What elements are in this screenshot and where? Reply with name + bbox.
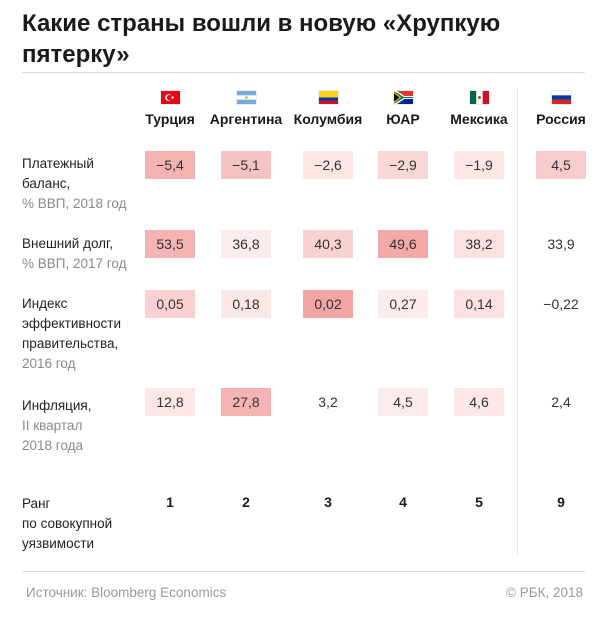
country-name: Турция	[145, 111, 195, 127]
rank-value: 2	[242, 494, 250, 510]
row-label-line: Инфляция,	[22, 398, 92, 413]
turkey-flag-icon	[160, 91, 180, 104]
colombia-flag-icon	[318, 91, 338, 104]
rank-value: 5	[475, 494, 483, 510]
rank-value: 3	[324, 494, 332, 510]
country-name: ЮАР	[386, 111, 420, 127]
row-label-line: Платежный	[22, 156, 94, 171]
country-name: Мексика	[450, 111, 508, 127]
row-label-line: эффективности	[22, 316, 122, 331]
value-cell: 0,27	[378, 290, 428, 318]
top-divider	[22, 72, 585, 73]
rank-value: 4	[399, 494, 407, 510]
value-cell: −1,9	[454, 151, 504, 179]
rank-label: Ранг по совокупной уязвимости	[22, 494, 112, 554]
rank-value: 9	[557, 494, 565, 510]
value-cell: 0,14	[454, 290, 504, 318]
row-label: Платежный баланс, % ВВП, 2018 год	[22, 154, 126, 214]
row-unit-line: % ВВП, 2018 год	[22, 196, 127, 211]
row-label: Внешний долг, % ВВП, 2017 год	[22, 234, 126, 274]
value-cell: 0,02	[303, 290, 353, 318]
value-cell: 36,8	[221, 230, 271, 258]
value-cell: 2,4	[551, 394, 571, 410]
value-cell: 0,05	[145, 290, 195, 318]
value-cell: 40,3	[303, 230, 353, 258]
row-unit-line: II квартал	[22, 418, 83, 433]
value-cell: 38,2	[454, 230, 504, 258]
value-cell: −0,22	[543, 296, 579, 312]
value-cell: −2,6	[303, 151, 353, 179]
chart-title: Какие страны вошли в новую «Хрупкую пяте…	[22, 10, 501, 68]
row-label-line: Индекс	[22, 296, 68, 311]
copyright: © РБК, 2018	[506, 585, 583, 600]
value-cell: −2,9	[378, 151, 428, 179]
value-cell: −5,4	[145, 151, 195, 179]
country-name: Аргентина	[209, 111, 283, 127]
row-label: Индекс эффективности правительства, 2016 го…	[22, 294, 121, 374]
source-note: Источник: Bloomberg Economics	[26, 585, 227, 600]
rank-value: 1	[166, 494, 174, 510]
mexico-flag-icon	[469, 91, 489, 104]
value-cell: −5,1	[221, 151, 271, 179]
country-name: Россия	[536, 111, 586, 127]
russia-flag-icon	[551, 91, 571, 104]
row-label-line: баланс,	[22, 176, 71, 191]
russia-divider	[517, 88, 518, 554]
rank-label-line: Ранг	[22, 496, 51, 511]
rank-label-line: по совокупной	[22, 516, 113, 531]
value-cell: 53,5	[145, 230, 195, 258]
value-cell: 4,5	[378, 388, 428, 416]
value-cell: 12,8	[145, 388, 195, 416]
argentina-flag-icon	[236, 91, 256, 104]
country-name: Колумбия	[293, 111, 363, 127]
row-label: Инфляция, II квартал 2018 года	[22, 396, 92, 456]
value-cell: 4,6	[454, 388, 504, 416]
row-label-line: Внешний долг,	[22, 236, 114, 251]
rank-label-line: уязвимости	[22, 536, 95, 551]
value-cell: 33,9	[547, 236, 575, 252]
value-cell: 27,8	[221, 388, 271, 416]
row-unit-line: 2016 год	[22, 356, 76, 371]
value-cell: 3,2	[318, 394, 338, 410]
row-unit-line: % ВВП, 2017 год	[22, 256, 127, 271]
row-unit-line: 2018 года	[22, 438, 84, 453]
south-africa-flag-icon	[393, 91, 413, 104]
value-cell: 0,18	[221, 290, 271, 318]
bottom-divider	[22, 571, 585, 572]
value-cell: 4,5	[536, 151, 586, 179]
row-label-line: правительства,	[22, 336, 119, 351]
value-cell: 49,6	[378, 230, 428, 258]
